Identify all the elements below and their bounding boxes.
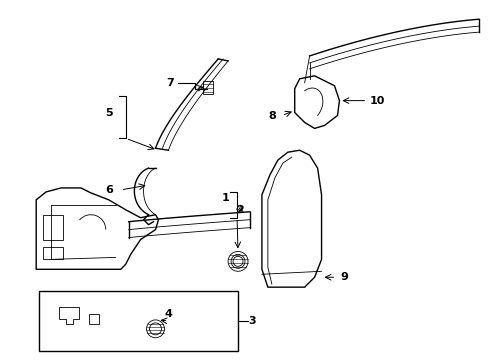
Text: 6: 6 xyxy=(105,185,113,195)
Bar xyxy=(89,314,99,324)
Text: 4: 4 xyxy=(165,309,172,319)
Text: 2: 2 xyxy=(236,205,244,215)
Text: 10: 10 xyxy=(369,96,385,105)
Text: 9: 9 xyxy=(341,272,348,282)
Text: 7: 7 xyxy=(167,78,174,88)
Text: 8: 8 xyxy=(268,111,276,121)
Bar xyxy=(43,247,63,260)
Bar xyxy=(43,215,63,239)
Text: 3: 3 xyxy=(248,316,256,326)
Bar xyxy=(39,291,238,351)
Text: 1: 1 xyxy=(221,193,229,203)
Text: 5: 5 xyxy=(105,108,113,117)
